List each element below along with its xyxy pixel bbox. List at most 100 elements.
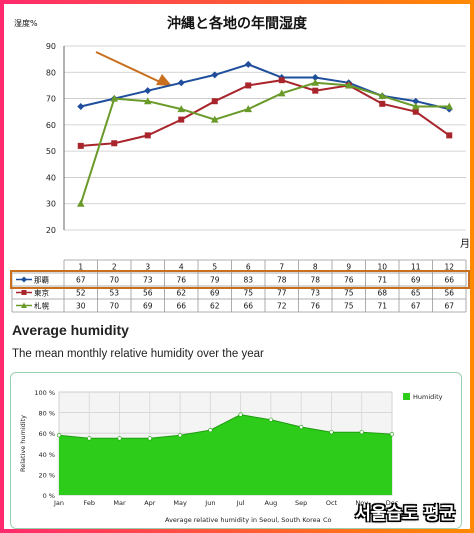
section-subtitle: The mean monthly relative humidity over … <box>12 348 264 360</box>
data-label: 66 <box>176 302 186 311</box>
data-point <box>344 81 353 89</box>
x-tick-label: 7 <box>279 263 284 272</box>
data-label: 70 <box>109 302 119 311</box>
x-axis-label: 月 <box>460 238 470 250</box>
legend-label: 那覇 <box>34 276 49 285</box>
data-point <box>177 105 186 113</box>
data-point <box>311 78 320 86</box>
data-label: 69 <box>411 276 421 285</box>
data-point <box>143 97 152 105</box>
data-point <box>77 142 84 149</box>
data-point <box>56 433 62 438</box>
legend-marker <box>21 290 27 295</box>
data-label: 76 <box>344 276 354 285</box>
x-tick-label: Feb <box>84 499 96 507</box>
data-point <box>208 428 213 433</box>
data-point <box>77 102 85 110</box>
data-label: 77 <box>277 289 287 298</box>
data-point <box>144 87 152 95</box>
data-point <box>311 74 319 82</box>
data-label: 30 <box>76 302 86 311</box>
data-label: 56 <box>444 289 454 298</box>
seoul-humidity-chart-svg: 0 % 20 % 40 % 60 % 80 % 100 % Jan Feb Mar Apr May J… <box>19 389 443 524</box>
data-label: 53 <box>109 289 119 298</box>
highlight-box <box>10 270 470 289</box>
y-tick-label: 90 <box>46 42 56 51</box>
data-point <box>389 432 395 437</box>
data-point <box>312 87 319 94</box>
data-label: 72 <box>277 302 287 311</box>
legend-label: 札幌 <box>34 301 49 311</box>
data-label: 52 <box>76 289 86 298</box>
x-tick-label: Nov <box>355 499 368 507</box>
data-point <box>238 412 243 417</box>
y-tick-label: 80 % <box>38 410 55 418</box>
x-tick-label: Sep <box>295 499 307 507</box>
series-line-1 <box>80 79 450 147</box>
data-point <box>76 199 85 207</box>
legend-marker <box>21 302 27 308</box>
data-label: 67 <box>76 276 86 285</box>
x-tick-label: 2 <box>112 263 117 272</box>
data-label: 76 <box>310 302 320 311</box>
chart-caption: Average relative humidity in Seoul, Sout… <box>165 516 321 524</box>
legend-marker <box>21 276 27 283</box>
y-tick-label: 30 <box>46 200 56 209</box>
data-label: 56 <box>143 289 153 298</box>
data-point <box>278 77 285 84</box>
y-axis-label: Relative humidity <box>19 415 27 472</box>
x-tick-label: 10 <box>377 263 387 272</box>
data-point <box>359 430 364 435</box>
y-tick-label: 20 <box>46 226 56 235</box>
data-point <box>177 433 183 438</box>
data-label: 62 <box>210 302 220 311</box>
data-point <box>244 60 252 68</box>
x-tick-label: Jun <box>204 499 215 507</box>
y-tick-label: 100 % <box>34 389 55 397</box>
data-label: 73 <box>143 276 153 285</box>
data-point <box>244 105 253 113</box>
legend-swatch <box>403 393 410 400</box>
data-label: 69 <box>143 302 153 311</box>
series-line-2 <box>79 81 450 205</box>
data-label: 69 <box>210 289 220 298</box>
x-tick-label: 3 <box>145 263 150 272</box>
data-point <box>378 91 387 99</box>
data-label: 79 <box>210 276 220 285</box>
section-title: Average humidity <box>12 322 129 338</box>
y-tick-label: 70 <box>46 95 56 104</box>
x-tick-label: 12 <box>444 263 454 272</box>
data-point <box>445 102 454 110</box>
y-tick-label: 50 <box>46 147 56 156</box>
x-tick-label: Apr <box>144 499 156 507</box>
x-tick-label: Mar <box>113 499 126 507</box>
data-point <box>144 132 151 139</box>
legend-label: Humidity <box>413 393 443 401</box>
data-point <box>299 424 304 430</box>
data-label: 71 <box>377 302 387 311</box>
data-label: 73 <box>310 289 320 298</box>
data-point <box>87 436 92 441</box>
data-point <box>412 108 419 115</box>
data-label: 70 <box>109 276 119 285</box>
japan-humidity-chart: 沖縄と各地の年間湿度 湿度% 月 20 30 40 50 60 70 80 90 1 2 3 4 5 6 7 8 9 1… <box>4 4 470 320</box>
chart-title: 沖縄と各地の年間湿度 <box>167 15 308 32</box>
data-label: 75 <box>344 289 354 298</box>
humidity-area <box>59 414 392 495</box>
y-tick-label: 80 <box>46 68 56 77</box>
data-point <box>379 100 386 107</box>
data-point <box>211 71 219 79</box>
data-label: 66 <box>243 302 253 311</box>
x-tick-label: May <box>173 499 187 507</box>
legend-label: 東京 <box>34 288 49 298</box>
data-point <box>411 102 420 110</box>
y-tick-label: 20 % <box>38 471 55 479</box>
watermark: 서울습도 평균 <box>355 504 455 524</box>
x-tick-label: 8 <box>313 263 318 272</box>
data-label: 66 <box>444 276 454 285</box>
data-point <box>117 436 122 441</box>
y-tick-label: 40 <box>46 173 56 182</box>
x-tick-label: 4 <box>179 263 184 272</box>
x-tick-label: 1 <box>78 263 83 272</box>
data-label: 67 <box>444 302 454 311</box>
